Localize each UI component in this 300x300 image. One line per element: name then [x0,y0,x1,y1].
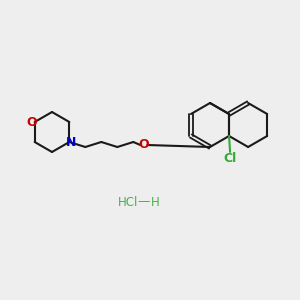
Text: HCl: HCl [118,196,138,208]
Text: O: O [26,116,37,128]
Text: N: N [66,136,76,149]
Text: —: — [138,196,150,208]
Text: O: O [138,139,148,152]
Text: Cl: Cl [224,152,237,166]
Text: H: H [151,196,159,208]
